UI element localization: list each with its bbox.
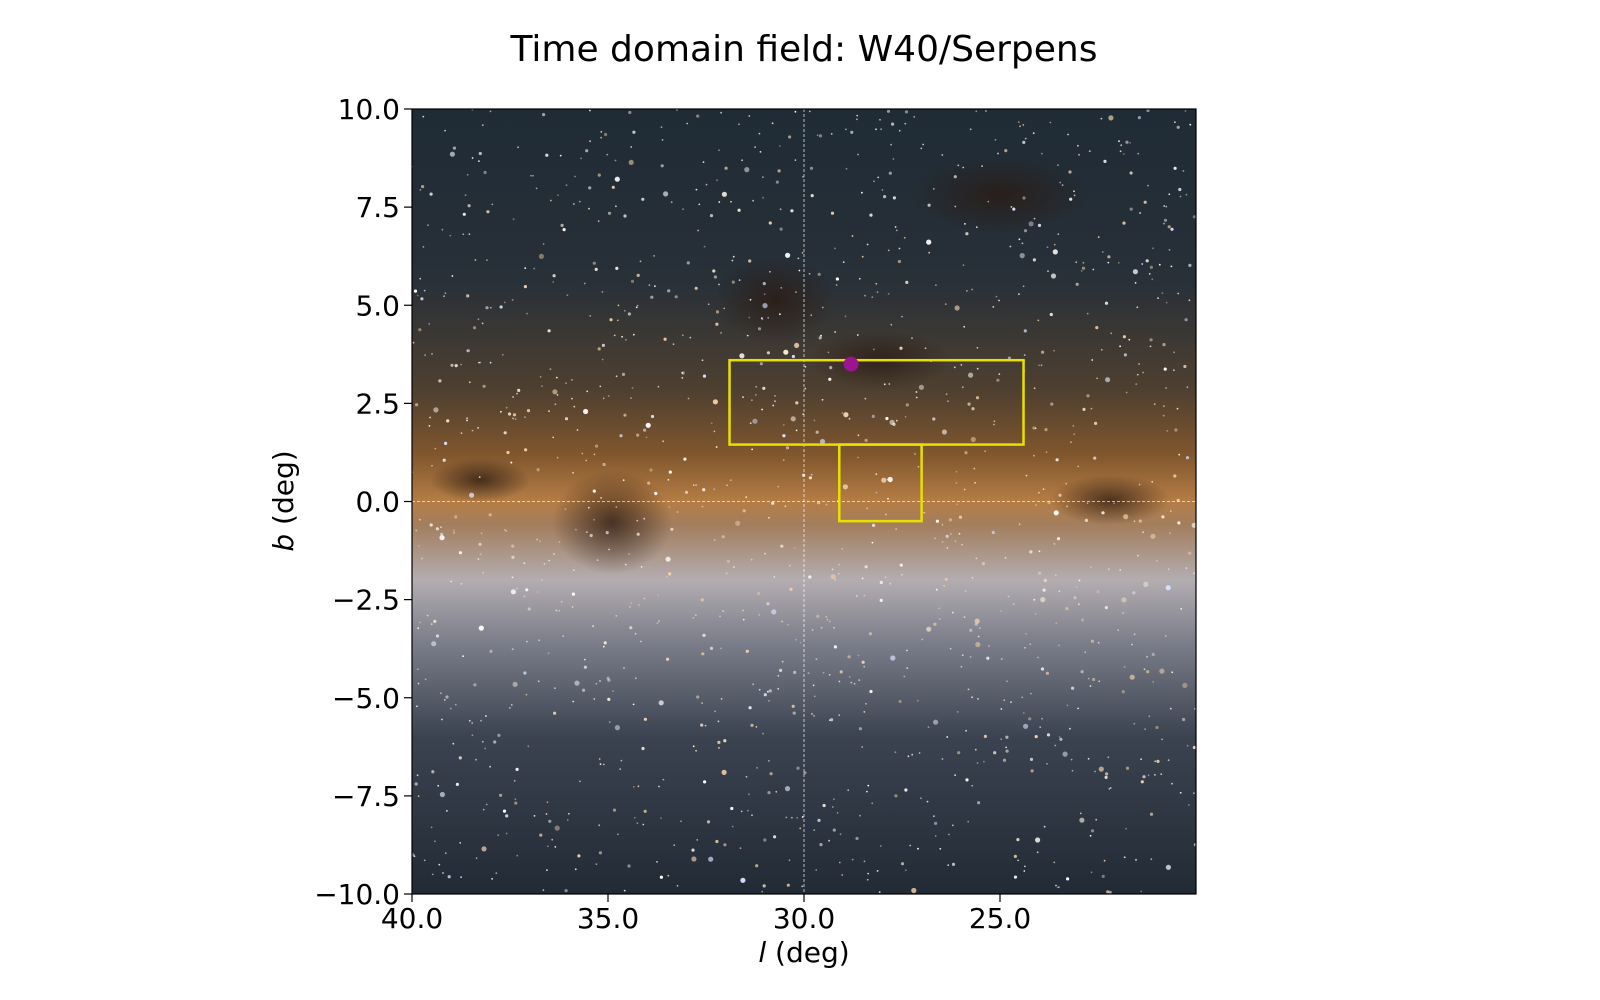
- y-tick-label: −10.0: [314, 878, 400, 911]
- x-tick-label: 25.0: [969, 902, 1031, 935]
- y-tick-label: 10.0: [338, 93, 400, 126]
- x-tick-label: 40.0: [381, 902, 443, 935]
- dust-lanes: [430, 155, 1170, 574]
- y-tick-label: −2.5: [332, 584, 400, 617]
- y-tick-label: −5.0: [332, 682, 400, 715]
- x-axis-label: l (deg): [758, 936, 849, 969]
- x-tick-label: 30.0: [773, 902, 835, 935]
- x-tick-label: 35.0: [577, 902, 639, 935]
- object-marker-1: [843, 356, 859, 372]
- y-axis-label: b (deg): [267, 450, 300, 551]
- chart-title: Time domain field: W40/Serpens: [510, 29, 1098, 70]
- star-field: [412, 109, 1196, 894]
- y-tick-label: −7.5: [332, 780, 400, 813]
- y-tick-label: 7.5: [355, 191, 400, 224]
- y-tick-label: 5.0: [355, 289, 400, 322]
- plot-area: 40.0 35.0 30.0 25.0 10.0 7.5 5.0 2.5 0.0 −2.5 −5.…: [314, 93, 1197, 935]
- y-tick-label: 2.5: [355, 387, 400, 420]
- field-region-2: [838, 443, 923, 523]
- y-tick-label: 0.0: [355, 486, 400, 519]
